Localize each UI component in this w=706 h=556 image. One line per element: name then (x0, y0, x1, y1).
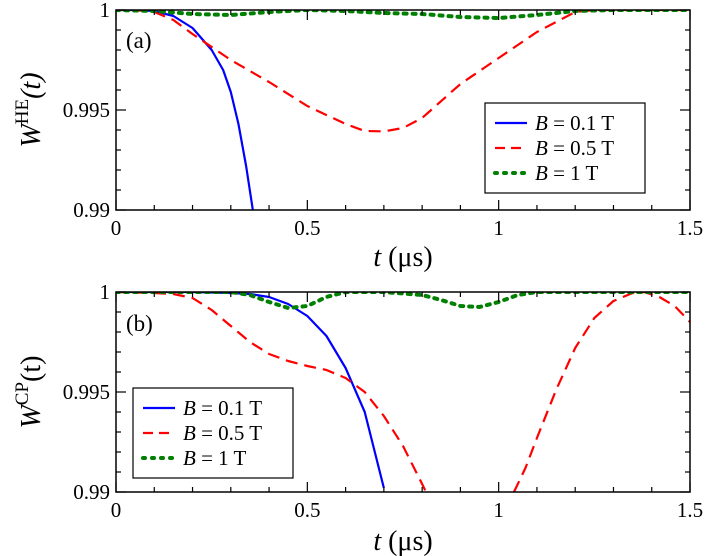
y-tick-label: 0.995 (63, 380, 110, 404)
legend-entry: B = 1 T (535, 161, 599, 185)
plot-area (116, 292, 690, 492)
x-axis-label: t (μs) (373, 526, 432, 556)
y-axis-label: WCP(t) (12, 355, 47, 428)
series-line-2 (512, 292, 690, 492)
legend-entry: B = 0.5 T (183, 421, 262, 445)
x-tick-label: 1 (493, 216, 504, 240)
y-tick-label: 1 (100, 280, 111, 304)
y-axis-label: WHE(t) (12, 72, 47, 147)
series-line-1 (116, 10, 690, 133)
x-tick-label: 0.5 (294, 216, 320, 240)
panel-b: 0 0.5 1 1.5 0.99 0.995 1 t (μs) WCP(t) (b) B = 0.1… (12, 280, 703, 556)
series-line-1 (116, 292, 427, 492)
y-tick-label: 0.99 (73, 198, 110, 222)
y-tick-label: 1 (100, 0, 111, 22)
legend: B = 0.1 TB = 0.5 TB = 1 T (132, 387, 294, 479)
legend-entry: B = 1 T (183, 446, 247, 470)
legend: B = 0.1 TB = 0.5 TB = 1 T (484, 102, 646, 194)
x-tick-label: 0 (111, 216, 122, 240)
panel-label: (a) (126, 28, 152, 53)
y-tick-label: 0.99 (73, 480, 110, 504)
x-tick-label: 0 (111, 498, 122, 522)
legend-entry: B = 0.5 T (535, 136, 614, 160)
legend-entry: B = 0.1 T (183, 396, 262, 420)
x-tick-label: 1.5 (677, 216, 703, 240)
y-tick-label: 0.995 (63, 98, 110, 122)
panel-label: (b) (126, 311, 153, 336)
series-line-0 (116, 292, 385, 489)
x-tick-label: 1.5 (677, 498, 703, 522)
x-tick-label: 0.5 (294, 498, 320, 522)
x-tick-label: 1 (493, 498, 504, 522)
panel-a: 0 0.5 1 1.5 0.99 0.995 1 t (μs) WHE(t) (a) B = 0.1… (12, 0, 703, 273)
legend-entry: B = 0.1 T (535, 111, 614, 135)
x-axis-label: t (μs) (373, 242, 432, 273)
